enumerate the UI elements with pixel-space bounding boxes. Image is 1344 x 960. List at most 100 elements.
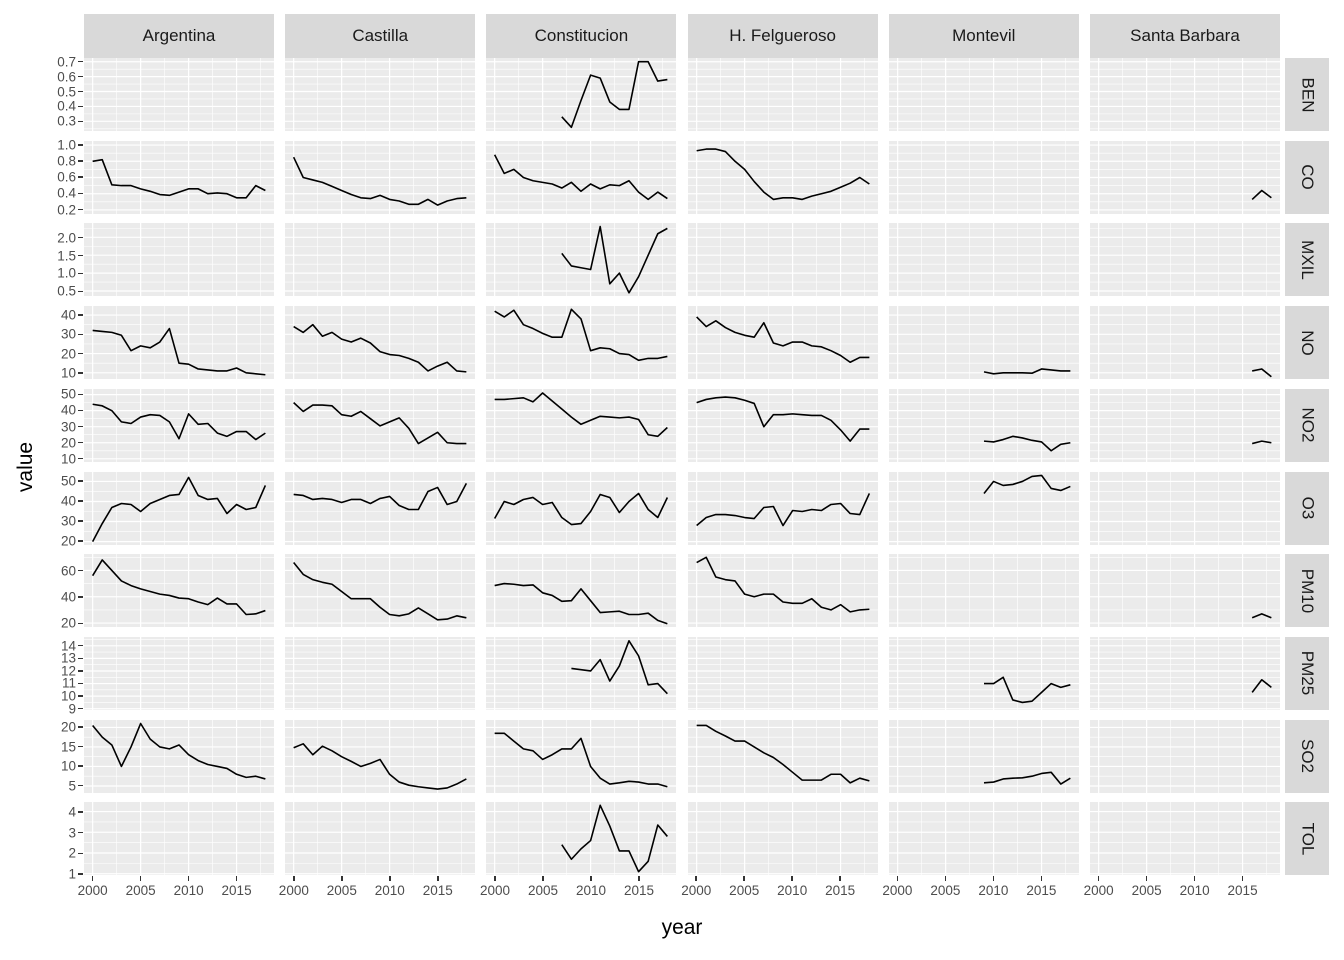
y-tick-label: 40 (60, 402, 76, 418)
row-strip-label: O3 (1298, 496, 1317, 520)
y-tick-label: 40 (60, 493, 76, 509)
panel-canvas (687, 140, 878, 214)
x-tick-label: 2015 (825, 883, 856, 899)
y-tick-mark (78, 707, 83, 710)
y-tick-label: 60 (60, 562, 76, 578)
y-tick-label: 10 (60, 688, 76, 704)
y-tick-mark (78, 811, 83, 813)
panel-canvas (687, 802, 878, 876)
data-line-co-h-felgueroso (696, 147, 870, 200)
x-tick-mark (896, 876, 899, 882)
y-tick-label: 0.5 (57, 283, 76, 299)
y-tick-label: 10 (60, 365, 76, 381)
x-tick-mark (992, 876, 995, 882)
panel-mxil-castilla (285, 223, 476, 297)
y-tick-label: 30 (60, 513, 76, 529)
y-tick-mark (78, 208, 83, 211)
panel-canvas (285, 802, 476, 876)
panel-tol-h-felgueroso (687, 802, 878, 876)
row-strip-label: NO (1298, 329, 1317, 356)
data-line-co-constitucion (494, 154, 669, 200)
x-tick-label: 2015 (1026, 883, 1057, 899)
panel-tol-montevil (888, 802, 1079, 876)
y-tick-mark (78, 745, 83, 748)
y-tick-label: 0.6 (57, 68, 76, 84)
x-tick-mark (494, 876, 496, 882)
y-tick-mark (78, 540, 83, 542)
data-line-o3-argentina (91, 476, 267, 542)
x-tick-mark (139, 876, 142, 882)
data-line-pm25-santa-barbara (1251, 678, 1272, 693)
data-line-pm10-h-felgueroso (695, 556, 870, 613)
x-tick-mark (235, 876, 238, 882)
x-tick-mark (695, 876, 697, 882)
panel-o3-h-felgueroso (687, 471, 878, 545)
y-tick-mark (78, 831, 83, 834)
panel-pm25-argentina (84, 636, 274, 710)
data-line-no2-constitucion (495, 392, 669, 437)
x-tick-label: 2005 (930, 883, 961, 899)
panel-pm25-santa-barbara (1090, 636, 1280, 710)
panel-pm10-montevil (888, 554, 1079, 628)
column-strip-castilla: Castilla (285, 14, 476, 58)
y-tick-mark (78, 176, 83, 178)
panel-canvas (486, 58, 677, 131)
y-tick-label: 30 (60, 326, 76, 342)
x-tick-mark (1097, 876, 1100, 882)
x-tick-label: 2010 (575, 883, 607, 899)
x-tick-label: 2005 (527, 883, 559, 899)
y-tick-mark (78, 120, 83, 123)
data-line-so2-castilla (293, 742, 467, 790)
x-tick-label: 2000 (681, 883, 712, 899)
panel-canvas (687, 58, 878, 131)
x-axis-title: year (661, 916, 703, 939)
panel-canvas (888, 636, 1079, 710)
panel-canvas (84, 388, 274, 462)
data-line-o3-montevil (983, 474, 1071, 494)
x-tick-mark (542, 876, 544, 882)
row-strip-label: CO (1298, 164, 1317, 190)
y-tick-mark (78, 569, 83, 572)
data-line-pm10-argentina (91, 559, 266, 616)
column-strip-argentina: Argentina (84, 14, 274, 58)
y-tick-label: 0.2 (57, 201, 76, 217)
y-tick-label: 11 (61, 675, 76, 691)
y-tick-mark (78, 393, 83, 396)
y-tick-mark (78, 644, 83, 647)
panel-mxil-h-felgueroso (687, 223, 878, 297)
y-tick-label: 40 (60, 589, 76, 605)
data-line-o3-constitucion (494, 492, 669, 525)
panel-ben-santa-barbara (1090, 58, 1280, 131)
panel-no2-argentina (84, 388, 274, 462)
panel-pm10-h-felgueroso (687, 554, 878, 628)
y-tick-mark (78, 90, 83, 93)
row-strip-label: PM10 (1298, 568, 1318, 613)
y-tick-label: 2.0 (57, 229, 76, 245)
y-tick-label: 13 (60, 650, 76, 666)
y-tick-label: 12 (60, 663, 76, 679)
y-tick-label: 30 (60, 418, 76, 434)
data-line-no-santa-barbara (1252, 368, 1272, 378)
x-tick-label: 2010 (374, 883, 405, 899)
column-strip-label: Constitucion (534, 26, 629, 45)
data-line-ben-constitucion (561, 60, 668, 129)
y-tick-label: 0.5 (57, 83, 76, 99)
row-strip-so2: SO2 (1285, 719, 1329, 793)
panel-co-montevil (888, 140, 1079, 214)
panel-mxil-argentina (84, 223, 274, 297)
x-tick-mark (944, 876, 947, 882)
panel-o3-castilla (285, 471, 476, 545)
panel-canvas (84, 140, 274, 214)
x-tick-mark (91, 876, 94, 882)
panel-co-santa-barbara (1090, 140, 1280, 214)
y-tick-label: 1.0 (57, 265, 76, 281)
panel-so2-santa-barbara (1090, 719, 1280, 793)
panel-canvas (486, 223, 677, 297)
x-tick-mark (638, 876, 640, 882)
y-tick-label: 1 (68, 866, 76, 882)
panel-no-castilla (285, 306, 476, 380)
panel-canvas (687, 554, 878, 628)
panel-co-argentina (84, 140, 274, 214)
panel-canvas (687, 471, 878, 545)
